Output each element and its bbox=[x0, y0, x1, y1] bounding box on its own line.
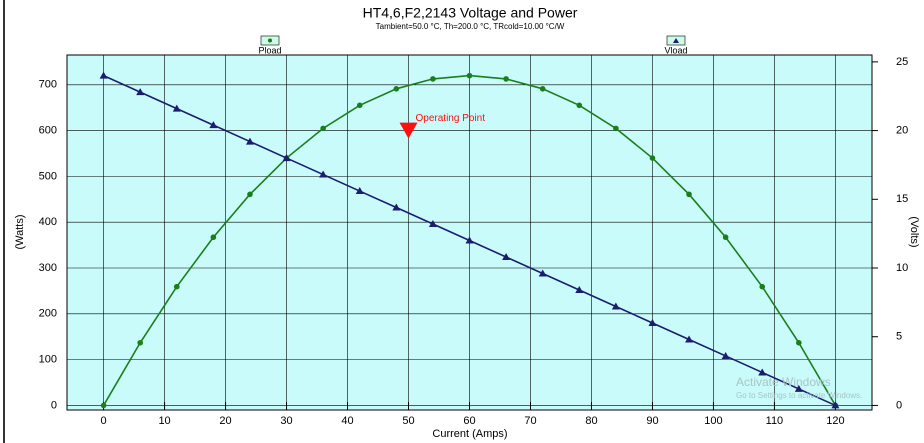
chart-title: HT4,6,F2,2143 Voltage and Power bbox=[363, 5, 578, 21]
marker bbox=[356, 102, 363, 109]
x-tick-label: 0 bbox=[101, 415, 107, 427]
y2-tick-label: 25 bbox=[896, 56, 908, 68]
y2-axis-label: (Volts) bbox=[908, 216, 920, 247]
marker bbox=[503, 76, 509, 82]
y-tick-label: 200 bbox=[39, 308, 57, 320]
marker bbox=[137, 339, 143, 346]
marker bbox=[611, 302, 620, 310]
annotation: Operating Point bbox=[416, 113, 486, 124]
y2-tick-label: 20 bbox=[896, 124, 908, 136]
x-tick-label: 100 bbox=[704, 415, 722, 427]
legend-marker bbox=[673, 38, 679, 43]
marker bbox=[758, 368, 767, 376]
marker bbox=[722, 234, 729, 241]
marker bbox=[721, 351, 730, 359]
y-tick-label: 700 bbox=[39, 79, 57, 91]
marker bbox=[247, 191, 253, 198]
x-tick-label: 10 bbox=[158, 415, 170, 427]
marker bbox=[99, 71, 108, 79]
window-edge bbox=[3, 0, 5, 443]
x-tick-label: 120 bbox=[826, 415, 844, 427]
x-axis-label: Current (Amps) bbox=[432, 428, 507, 440]
x-tick-label: 90 bbox=[646, 415, 658, 427]
marker bbox=[173, 283, 180, 290]
x-tick-label: 60 bbox=[463, 415, 475, 427]
marker bbox=[319, 170, 328, 178]
watermark: Go to Settings to activate Windows. bbox=[736, 391, 862, 400]
marker bbox=[210, 234, 217, 241]
x-tick-label: 110 bbox=[766, 415, 784, 427]
legend-marker bbox=[268, 38, 272, 43]
operating-point bbox=[399, 122, 418, 139]
x-tick-label: 50 bbox=[402, 415, 414, 427]
y-axis-label: (Watts) bbox=[14, 214, 26, 249]
marker bbox=[502, 253, 511, 261]
y2-tick-label: 5 bbox=[896, 331, 902, 343]
marker bbox=[685, 335, 694, 343]
legend-label: Pload bbox=[258, 45, 281, 55]
marker bbox=[465, 236, 474, 244]
marker bbox=[648, 318, 657, 326]
marker bbox=[245, 137, 254, 145]
y-tick-label: 600 bbox=[39, 124, 57, 136]
marker bbox=[794, 384, 803, 392]
marker bbox=[428, 220, 437, 228]
y-tick-label: 100 bbox=[39, 354, 57, 366]
x-tick-label: 30 bbox=[280, 415, 292, 427]
marker bbox=[355, 187, 364, 195]
marker bbox=[831, 401, 840, 409]
marker bbox=[538, 269, 547, 277]
watermark: Activate Windows bbox=[736, 375, 831, 389]
marker bbox=[613, 125, 619, 132]
marker bbox=[576, 102, 583, 109]
marker bbox=[209, 121, 218, 129]
marker bbox=[466, 72, 473, 79]
marker bbox=[172, 104, 181, 112]
y-tick-label: 500 bbox=[39, 170, 57, 182]
y2-tick-label: 0 bbox=[896, 399, 902, 411]
marker bbox=[393, 86, 400, 92]
y-tick-label: 400 bbox=[39, 216, 57, 228]
marker bbox=[282, 154, 291, 162]
marker bbox=[686, 191, 692, 198]
y2-tick-label: 10 bbox=[896, 262, 908, 274]
x-tick-label: 80 bbox=[585, 415, 597, 427]
x-tick-label: 20 bbox=[219, 415, 231, 427]
marker bbox=[539, 86, 546, 92]
x-tick-label: 40 bbox=[341, 415, 353, 427]
legend-label: Vload bbox=[664, 45, 687, 55]
marker bbox=[100, 402, 107, 409]
marker bbox=[136, 88, 145, 96]
chart-subtitle: Tambient=50.0 °C, Th=200.0 °C, TRcold=10… bbox=[376, 22, 565, 31]
marker bbox=[649, 155, 656, 161]
marker bbox=[759, 283, 766, 290]
marker bbox=[392, 203, 401, 211]
marker bbox=[575, 285, 584, 293]
marker bbox=[320, 125, 326, 132]
y2-tick-label: 15 bbox=[896, 193, 908, 205]
y-tick-label: 300 bbox=[39, 262, 57, 274]
marker bbox=[796, 339, 802, 346]
x-tick-label: 70 bbox=[524, 415, 536, 427]
marker bbox=[430, 76, 436, 82]
y-tick-label: 0 bbox=[51, 399, 57, 411]
